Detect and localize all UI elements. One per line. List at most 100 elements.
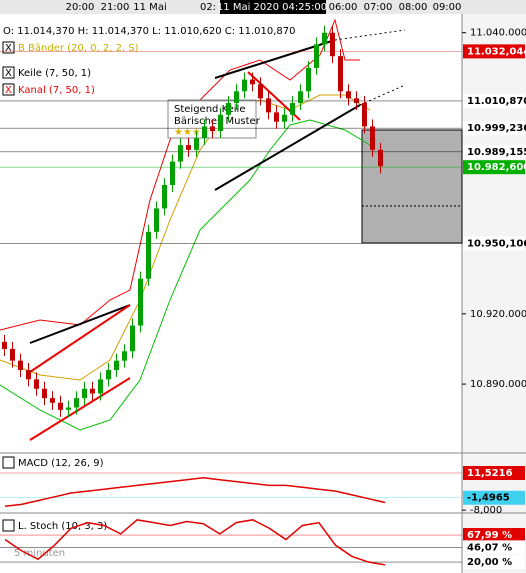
price-marker xyxy=(463,528,525,543)
candle-body xyxy=(362,103,367,127)
candle-body xyxy=(2,341,7,349)
price-label: 11.032,044 xyxy=(467,46,526,57)
bollinger-mid xyxy=(0,94,371,381)
time-highlight xyxy=(220,0,326,14)
check: X xyxy=(5,43,12,54)
price-label: 10.982,600 xyxy=(467,162,526,173)
candle-body xyxy=(42,388,47,399)
price-marker xyxy=(463,236,525,251)
y-tick-label: -8,000 xyxy=(470,505,502,516)
candle-body xyxy=(290,103,295,115)
candle-body xyxy=(218,114,223,132)
time-label: 11 Mai xyxy=(133,2,166,13)
channel-line xyxy=(29,304,131,373)
candle-body xyxy=(66,407,71,410)
candle-body xyxy=(146,231,151,279)
checkbox[interactable] xyxy=(2,456,15,469)
candle-body xyxy=(74,398,79,408)
candle-body xyxy=(98,379,103,394)
indicator-label[interactable]: Kanal (7, 50, 1) xyxy=(18,85,95,96)
candle-body xyxy=(274,112,279,122)
indicator-line xyxy=(4,519,386,566)
candle-body xyxy=(370,126,375,150)
candle-body xyxy=(202,126,207,139)
candle-body xyxy=(178,145,183,162)
indicator-line xyxy=(4,477,386,508)
candle-body xyxy=(114,360,119,371)
price-label: 10.999,236 xyxy=(467,123,526,134)
price-marker xyxy=(463,144,525,159)
candle-body xyxy=(314,44,319,68)
annotation: Bärisches Muster xyxy=(174,116,261,127)
candle-body xyxy=(378,149,383,167)
candle-body xyxy=(194,138,199,150)
time-label: 11 Mai 2020 04:25:00 xyxy=(217,2,327,13)
wedge-line xyxy=(214,104,361,191)
checkbox[interactable] xyxy=(2,519,15,532)
checkbox[interactable] xyxy=(2,66,15,79)
y-tick-label: 10.890.000 xyxy=(470,379,526,390)
wedge-ext xyxy=(334,29,406,41)
checkbox[interactable] xyxy=(2,41,15,54)
price-marker xyxy=(463,555,525,570)
checkbox[interactable] xyxy=(2,83,15,96)
indicator-label[interactable]: B Bänder (20, 0, 2, 2, S) xyxy=(18,43,139,54)
candle-body xyxy=(346,91,351,99)
candle-body xyxy=(250,79,255,85)
candle-body xyxy=(122,351,127,361)
price-label: 46,07 % xyxy=(467,542,512,553)
price-label: 11,5216 xyxy=(467,468,513,479)
range-box xyxy=(361,129,463,244)
price-marker xyxy=(463,466,525,481)
candle-body xyxy=(154,208,159,232)
price-marker xyxy=(463,540,525,555)
candle-body xyxy=(50,398,55,403)
timeframe: 5 minuten xyxy=(14,548,65,559)
wedge-line xyxy=(29,304,131,344)
candle-body xyxy=(130,325,135,352)
candle-body xyxy=(138,278,143,326)
indicator-label[interactable]: Keile (7, 50, 1) xyxy=(18,68,91,79)
price-label: -1,4965 xyxy=(467,493,510,504)
candle-body xyxy=(330,32,335,57)
time-label: 06:00 xyxy=(329,2,358,13)
check: X xyxy=(5,85,12,96)
bollinger-upper xyxy=(0,18,360,331)
candle-body xyxy=(298,91,303,104)
panel-title[interactable]: L. Stoch (10, 3, 3) xyxy=(18,521,107,532)
candle-body xyxy=(26,370,31,380)
candle-body xyxy=(338,56,343,92)
time-label: 07:00 xyxy=(364,2,393,13)
candle-body xyxy=(354,98,359,104)
time-label: 21:00 xyxy=(101,2,130,13)
price-marker xyxy=(463,490,525,505)
ohlc: O: 11.014,370 H: 11.014,370 L: 11.010,62… xyxy=(3,26,296,37)
bollinger-lower xyxy=(0,119,371,431)
check: X xyxy=(5,68,12,79)
price-marker xyxy=(463,160,525,175)
candle-body xyxy=(306,67,311,92)
candle-body xyxy=(210,126,215,132)
candle-body xyxy=(282,114,287,122)
candle-body xyxy=(186,145,191,150)
price-marker xyxy=(463,93,525,108)
y-tick-label: 11.040.000 xyxy=(470,28,526,39)
candle-body xyxy=(90,388,95,394)
candle-body xyxy=(170,161,175,185)
price-label: 20,00 % xyxy=(467,557,512,568)
channel-line xyxy=(29,377,131,441)
price-marker xyxy=(463,121,525,136)
candle-body xyxy=(226,103,231,115)
annotation: Steigend Keile xyxy=(174,104,245,115)
candle-body xyxy=(82,388,87,399)
candle-body xyxy=(18,360,23,371)
candle-body xyxy=(242,79,247,92)
panel-title[interactable]: MACD (12, 26, 9) xyxy=(18,458,104,469)
time-label: 02: xyxy=(200,2,216,13)
time-label: 20:00 xyxy=(66,2,95,13)
time-label: 09:00 xyxy=(433,2,462,13)
price-label: 67,99 % xyxy=(467,530,512,541)
wedge-ext xyxy=(359,84,406,106)
candle-body xyxy=(34,379,39,389)
